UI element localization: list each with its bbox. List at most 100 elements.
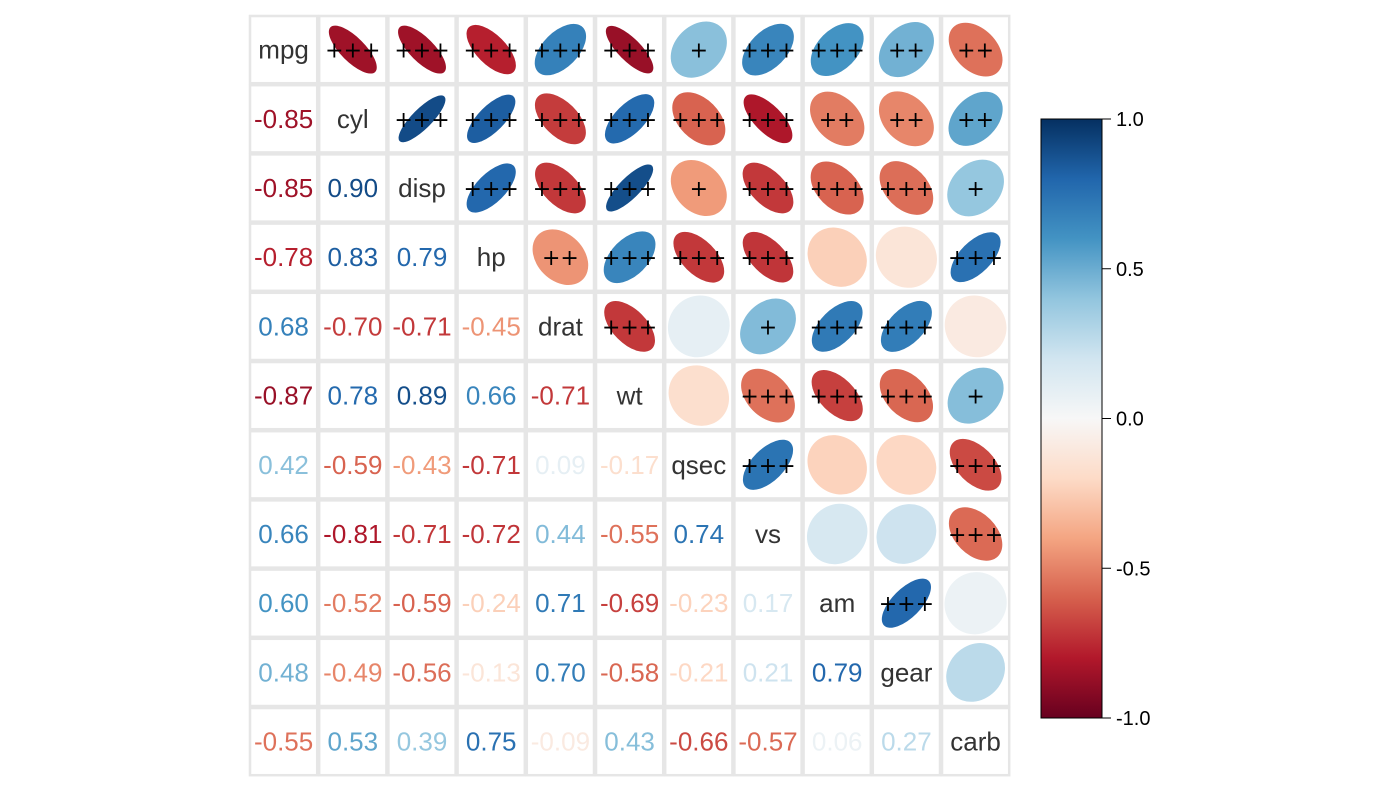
colorbar-tick-label: -1.0 [1116,708,1150,730]
grid-cell [802,706,873,777]
significance-mark: +++ [671,108,726,133]
correlation-ellipse [606,164,654,212]
correlation-ellipse [948,507,1003,561]
correlation-ellipse [810,161,864,215]
significance-mark: + [966,385,984,410]
significance-mark: +++ [740,246,795,271]
significance-mark: +++ [464,39,519,64]
grid-cell [456,83,527,154]
grid-cell [387,291,457,362]
grid-cell [456,429,527,500]
correlation-ellipse [742,23,794,76]
coefficient-label: -0.56 [392,657,451,687]
coefficient-label: -0.49 [323,657,382,687]
grid-cell [733,568,803,639]
coefficient-label: -0.85 [254,173,313,203]
coefficient-label: 0.48 [258,657,309,687]
grid-cell [525,568,596,639]
variable-label-mpg: mpg [258,35,309,65]
correlation-ellipse [946,643,1005,702]
variable-label-disp: disp [398,173,446,203]
grid-cell [387,637,457,708]
correlation-ellipse [667,295,730,358]
significance-mark: +++ [533,108,588,133]
correlation-ellipse [743,94,793,144]
coefficient-label: 0.60 [258,588,309,618]
grid-cell [317,568,388,639]
coefficient-label: -0.55 [600,519,659,549]
significance-mark: +++ [879,177,934,202]
correlation-ellipse [944,295,1007,358]
coefficient-label: -0.59 [323,450,382,480]
correlation-ellipse [742,231,794,283]
coefficient-label: 0.21 [743,657,794,687]
grid-cell [525,429,596,500]
coefficient-label: 0.83 [327,242,378,272]
coefficient-label: 0.89 [397,381,448,411]
coefficient-label: -0.43 [392,450,451,480]
correlation-ellipse [806,503,868,565]
significance-mark: +++ [740,454,795,479]
coefficient-label: -0.24 [462,588,521,618]
grid-cell [248,429,319,500]
significance-mark: +++ [740,177,795,202]
grid-cell [525,706,596,777]
grid-cell [387,429,457,500]
significance-mark: +++ [602,108,657,133]
grid-cell [248,706,319,777]
grid-cell [248,222,319,293]
significance-mark: +++ [879,315,934,340]
colorbar-tick-label: 0.0 [1116,409,1144,431]
grid-cell [387,222,457,293]
coefficient-label: -0.78 [254,242,313,272]
correlation-ellipse [810,23,864,77]
grid-cell [663,637,734,708]
grid-cell [456,499,527,569]
grid-cell [317,222,388,293]
correlation-ellipse [532,229,589,286]
significance-mark: +++ [394,39,449,64]
coefficient-label: 0.75 [466,727,517,757]
variable-label-hp: hp [477,242,506,272]
significance-mark: +++ [464,108,519,133]
grid-cell [594,568,665,639]
coefficient-label: -0.71 [392,519,451,549]
significance-mark: ++ [819,108,856,133]
significance-mark: +++ [810,177,865,202]
significance-mark: + [966,177,984,202]
significance-mark: +++ [810,385,865,410]
grid-cell [663,499,734,569]
significance-mark: +++ [394,108,449,133]
grid-cell [663,568,734,639]
coefficient-label: 0.70 [535,657,586,687]
coefficient-label: 0.79 [812,657,863,687]
coefficient-label: -0.71 [392,311,451,341]
coefficient-label: 0.44 [535,519,586,549]
significance-mark: +++ [602,315,657,340]
grid-cell [456,222,527,293]
coefficient-label: -0.71 [531,381,590,411]
grid-cell [940,706,1011,777]
variable-label-gear: gear [880,657,932,687]
correlation-ellipse [670,160,727,216]
coefficient-label: 0.42 [258,450,309,480]
coefficient-label: 0.17 [743,588,794,618]
grid-cell [733,222,803,293]
significance-mark: +++ [464,177,519,202]
grid-cell [733,499,803,569]
correlation-ellipse [947,367,1004,424]
coefficient-label: -0.58 [600,657,659,687]
significance-mark: +++ [602,39,657,64]
coefficient-label: 0.66 [466,381,517,411]
grid-cell [387,153,457,223]
grid-cell [525,499,596,569]
correlation-ellipse [876,504,937,564]
coefficient-label: -0.55 [254,727,313,757]
correlation-ellipse [807,435,867,495]
correlation-ellipse [603,231,656,284]
correlation-ellipse [879,368,934,423]
correlation-ellipse [875,226,937,288]
grid-cell [456,291,527,362]
grid-cell [525,637,596,708]
colorbar-tick-label: -0.5 [1116,558,1150,580]
